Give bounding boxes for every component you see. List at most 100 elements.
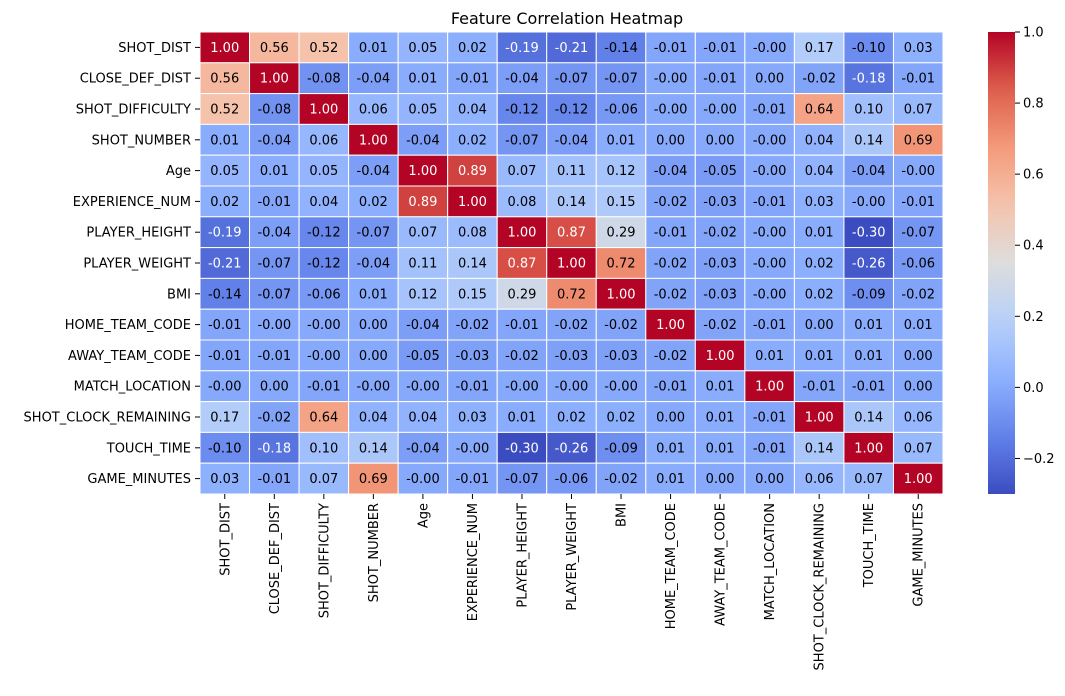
heatmap-cell-label: -0.01 bbox=[753, 318, 787, 333]
heatmap-cell-label: -0.00 bbox=[753, 164, 787, 179]
y-axis-tick-label: PLAYER_HEIGHT bbox=[86, 226, 191, 241]
heatmap-cell-label: 0.07 bbox=[507, 164, 536, 179]
heatmap-cell-label: -0.02 bbox=[703, 318, 737, 333]
heatmap-cell-label: -0.01 bbox=[257, 195, 291, 210]
heatmap-cell bbox=[793, 247, 845, 279]
heatmap-cell-label: 1.00 bbox=[607, 287, 636, 302]
heatmap-cell-label: 0.05 bbox=[210, 164, 239, 179]
heatmap-cell-label: 0.06 bbox=[904, 411, 933, 426]
heatmap-cell bbox=[744, 154, 795, 187]
heatmap-cell-label: 0.14 bbox=[854, 411, 883, 426]
y-axis-tick-label: MATCH_LOCATION bbox=[74, 380, 191, 395]
heatmap-cell-label: 0.01 bbox=[854, 318, 883, 333]
heatmap-cell-label: 0.02 bbox=[805, 257, 834, 272]
y-axis-tick-label: PLAYER_WEIGHT bbox=[83, 257, 191, 272]
heatmap-cell-label: -0.02 bbox=[505, 349, 539, 364]
heatmap-cell bbox=[447, 185, 498, 218]
heatmap-cell-label: 0.06 bbox=[805, 472, 834, 487]
heatmap-cell bbox=[892, 185, 944, 218]
heatmap-cell bbox=[744, 185, 795, 218]
heatmap-cell-label: 1.00 bbox=[656, 318, 685, 333]
heatmap-cell-label: 0.03 bbox=[458, 411, 487, 426]
heatmap-cell-label: -0.02 bbox=[901, 287, 935, 302]
chart-title: Feature Correlation Heatmap bbox=[451, 9, 683, 28]
heatmap-cell-label: 0.07 bbox=[854, 472, 883, 487]
heatmap-cell-label: -0.01 bbox=[208, 349, 242, 364]
heatmap-cell bbox=[793, 154, 845, 187]
heatmap-cell-label: 0.01 bbox=[805, 349, 834, 364]
heatmap-cell bbox=[496, 462, 548, 495]
heatmap-cell-label: -0.18 bbox=[257, 441, 291, 456]
heatmap-cell-label: -0.01 bbox=[852, 380, 886, 395]
heatmap-cell bbox=[249, 401, 300, 433]
colorbar-tick-label: 0.0 bbox=[1023, 381, 1044, 396]
heatmap-cell bbox=[496, 154, 548, 187]
heatmap-cell-label: 1.00 bbox=[557, 257, 586, 272]
heatmap-cell-label: -0.00 bbox=[654, 103, 688, 118]
heatmap-cell bbox=[892, 93, 944, 125]
y-axis-tick-label: GAME_MINUTES bbox=[87, 472, 191, 487]
heatmap-cell-label: 1.00 bbox=[210, 41, 239, 56]
heatmap-cell bbox=[447, 123, 498, 156]
y-axis-tick-labels: SHOT_DIST CLOSE_DEF_DIST SHOT_DIFFICULTY SH… bbox=[24, 41, 200, 487]
heatmap-cell-label: 0.00 bbox=[359, 318, 388, 333]
colorbar-tick-label: 0.8 bbox=[1023, 97, 1044, 112]
heatmap-cell bbox=[595, 154, 647, 187]
heatmap-cell bbox=[447, 31, 498, 64]
heatmap-cell bbox=[595, 277, 647, 310]
heatmap-cell bbox=[397, 216, 449, 249]
y-axis-tick-label: SHOT_DIST bbox=[118, 41, 191, 56]
heatmap-cell-label: 0.03 bbox=[210, 472, 239, 487]
heatmap-cell-label: 0.10 bbox=[309, 441, 338, 456]
heatmap-cell bbox=[249, 123, 300, 156]
heatmap-cell bbox=[694, 370, 746, 403]
heatmap-cell bbox=[348, 308, 399, 341]
heatmap-cell-label: 0.14 bbox=[359, 441, 388, 456]
heatmap-cell-label: 0.08 bbox=[507, 195, 536, 210]
heatmap-cell-label: 0.01 bbox=[359, 287, 388, 302]
heatmap-cell bbox=[199, 462, 251, 495]
heatmap-cell bbox=[496, 93, 548, 125]
heatmap-cell-label: -0.21 bbox=[555, 41, 589, 56]
heatmap-cell bbox=[793, 370, 845, 403]
heatmap-cell-label: -0.02 bbox=[802, 72, 836, 87]
heatmap-cell bbox=[793, 401, 845, 433]
heatmap-cell-label: -0.26 bbox=[555, 441, 589, 456]
heatmap-cell-label: 0.17 bbox=[805, 41, 834, 56]
heatmap-cell bbox=[546, 370, 597, 403]
heatmap-cell-label: 0.01 bbox=[854, 349, 883, 364]
heatmap-cell-label: -0.12 bbox=[307, 257, 341, 272]
heatmap-cell-label: 0.01 bbox=[656, 441, 685, 456]
heatmap-cell-label: -0.09 bbox=[852, 287, 886, 302]
heatmap-cell-label: -0.02 bbox=[654, 287, 688, 302]
heatmap-cell-label: -0.02 bbox=[555, 318, 589, 333]
heatmap-cell-label: 0.07 bbox=[408, 226, 437, 241]
heatmap-cell bbox=[843, 62, 894, 95]
heatmap-cell bbox=[199, 277, 251, 310]
heatmap-cell-label: 0.07 bbox=[904, 441, 933, 456]
heatmap-cell-label: 1.00 bbox=[507, 226, 536, 241]
y-axis-tick-label: HOME_TEAM_CODE bbox=[65, 318, 191, 333]
heatmap-cell-label: -0.04 bbox=[357, 164, 391, 179]
heatmap-cell-label: 0.64 bbox=[309, 411, 338, 426]
heatmap-cell-label: -0.30 bbox=[852, 226, 886, 241]
heatmap-cell bbox=[496, 62, 548, 95]
heatmap-cell bbox=[199, 154, 251, 187]
heatmap-cell bbox=[793, 62, 845, 95]
y-axis-tick-label: SHOT_CLOCK_REMAINING bbox=[24, 411, 191, 426]
heatmap-cell-label: -0.08 bbox=[307, 72, 341, 87]
heatmap-cell-label: -0.00 bbox=[505, 380, 539, 395]
heatmap-cell bbox=[199, 216, 251, 249]
y-axis-tick-label: EXPERIENCE_NUM bbox=[73, 195, 191, 210]
heatmap-cell-label: 1.00 bbox=[904, 472, 933, 487]
heatmap-cell-label: 1.00 bbox=[309, 103, 338, 118]
heatmap-cell-label: 0.17 bbox=[210, 411, 239, 426]
heatmap-cell bbox=[744, 277, 795, 310]
heatmap-cell-label: -0.12 bbox=[555, 103, 589, 118]
heatmap-cell-label: -0.00 bbox=[604, 380, 638, 395]
heatmap-cell-label: 0.64 bbox=[805, 103, 834, 118]
heatmap-cell bbox=[843, 277, 894, 310]
heatmap-cell-label: 0.04 bbox=[805, 164, 834, 179]
y-axis-tick-label: BMI bbox=[167, 287, 191, 302]
